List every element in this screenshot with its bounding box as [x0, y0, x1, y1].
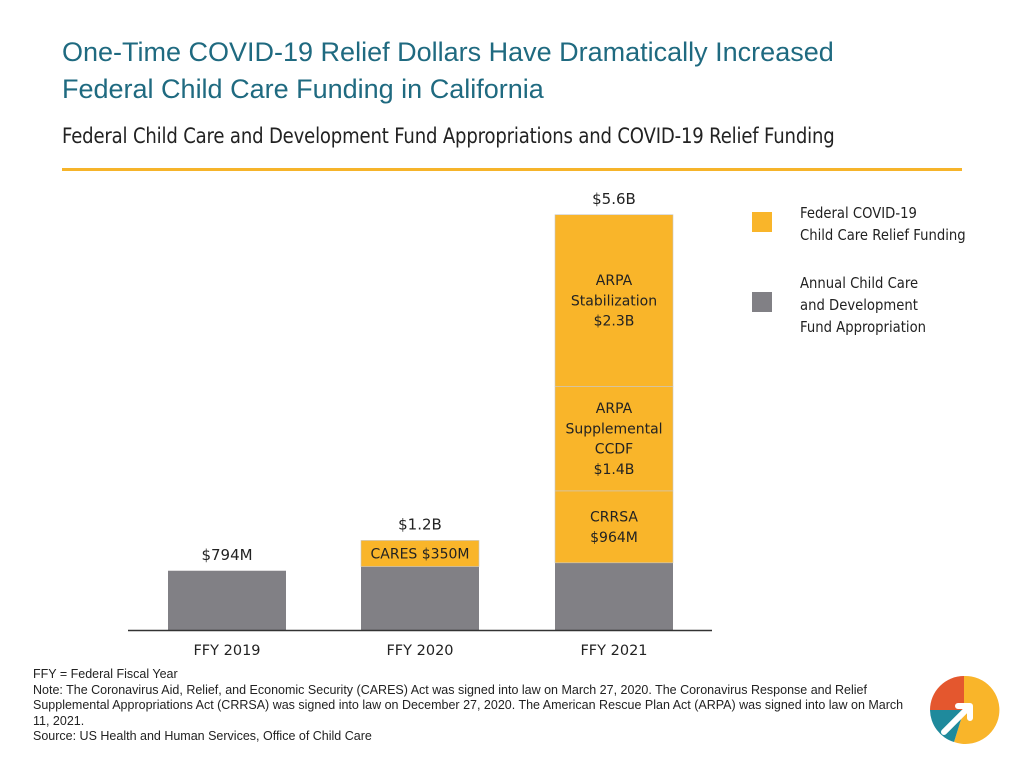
- ffy-footnote: FFY = Federal Fiscal Year: [33, 667, 178, 681]
- chart-title: One-Time COVID-19 Relief Dollars Have Dr…: [62, 34, 1002, 108]
- logo-red-segment: [930, 676, 964, 710]
- legend-swatch-relief: [752, 212, 772, 232]
- lao-arrow-logo: [930, 675, 1000, 744]
- bar-total-label-2: $5.6B: [592, 190, 636, 208]
- segment-label-2-2: ARPA Stabilization $2.3B: [571, 273, 657, 330]
- logo-arrow: [941, 703, 973, 735]
- legend-label-annual: Annual Child Care and Development Fund A…: [800, 274, 927, 336]
- title-line-2: Federal Child Care Funding in California: [62, 74, 544, 104]
- x-tick-label-2: FFY 2021: [580, 643, 647, 659]
- bar-relief-segment-2-2: [554, 214, 674, 387]
- footnotes: FFY = Federal Fiscal Year Note: The Coro…: [33, 667, 913, 745]
- logo-orange-segment: [954, 675, 1000, 744]
- bar-relief-segment-1-0: [360, 540, 480, 567]
- chart-subtitle: Federal Child Care and Development Fund …: [62, 124, 835, 148]
- bar-annual-ffy-2020: [361, 566, 479, 630]
- segment-label-2-1: ARPA Supplemental CCDF $1.4B: [565, 401, 662, 478]
- legislation-note: Note: The Coronavirus Aid, Relief, and E…: [33, 682, 904, 728]
- legend-label-relief: Federal COVID-19 Child Care Relief Fundi…: [800, 204, 966, 244]
- bar-total-label-1: $1.2B: [398, 516, 442, 534]
- x-tick-label-1: FFY 2020: [386, 643, 453, 659]
- title-line-1: One-Time COVID-19 Relief Dollars Have Dr…: [62, 37, 834, 67]
- bar-total-label-0: $794M: [201, 546, 252, 564]
- legend-swatch-annual: [752, 292, 772, 312]
- bar-annual-ffy-2019: [168, 570, 286, 630]
- segment-label-1-0: CARES $350M: [371, 546, 470, 562]
- source-note: Source: US Health and Human Services, Of…: [33, 729, 372, 743]
- segment-label-2-0: CRRSA $964M: [590, 510, 638, 546]
- title-divider: [62, 168, 962, 171]
- bar-relief-segment-2-1: [554, 386, 674, 492]
- bar-annual-ffy-2021: [555, 562, 673, 630]
- bar-relief-segment-2-0: [554, 490, 674, 564]
- x-tick-label-0: FFY 2019: [193, 643, 260, 659]
